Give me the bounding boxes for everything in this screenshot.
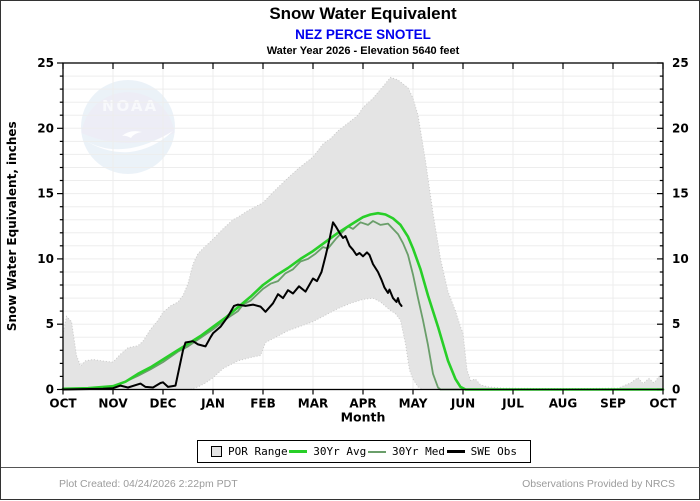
station-name: NEZ PERCE SNOTEL <box>295 27 431 42</box>
legend-label: 30Yr Avg <box>313 445 367 458</box>
y-tick-label-right: 15 <box>672 187 689 201</box>
page-title: Snow Water Equivalent <box>269 4 457 23</box>
y-tick-labels: 0 0 5 5 10 10 15 15 20 20 25 25 <box>37 56 688 397</box>
svg-text:NOAA: NOAA <box>102 97 158 115</box>
legend-swatch-line <box>289 450 308 453</box>
axis-ticks <box>57 62 664 395</box>
x-tick-label: OCT <box>649 397 677 411</box>
y-tick-label-left: 10 <box>37 252 54 266</box>
y-tick-label-right: 0 <box>672 383 680 397</box>
legend-label: POR Range <box>228 445 288 458</box>
x-tick-label: MAY <box>399 397 428 411</box>
footer-bar: Plot Created: 04/24/2026 2:22pm PDT Obse… <box>1 467 700 500</box>
x-tick-label: JUN <box>450 397 475 411</box>
y-tick-label-left: 15 <box>37 187 54 201</box>
y-tick-label-right: 25 <box>672 56 689 70</box>
water-year-subtitle: Water Year 2026 - Elevation 5640 feet <box>266 45 460 57</box>
x-tick-label: MAR <box>298 397 328 411</box>
x-tick-label: SEP <box>600 397 626 411</box>
x-tick-label: APR <box>349 397 376 411</box>
legend-swatch-line <box>367 450 386 453</box>
legend-label: SWE Obs <box>470 445 517 458</box>
por-range-band <box>62 76 664 390</box>
plot-created-text: Plot Created: 04/24/2026 2:22pm PDT <box>59 478 238 490</box>
legend-item-30yr-med: 30Yr Med <box>367 445 445 458</box>
x-tick-label: OCT <box>49 397 77 411</box>
noaa-logo-watermark: NOAA <box>81 80 175 174</box>
x-tick-labels: OCT NOV DEC JAN FEB MAR APR MAY JUN JUL AUG SEP OCT <box>49 397 677 411</box>
y-tick-label-left: 0 <box>46 383 54 397</box>
x-tick-label: JUL <box>501 397 524 411</box>
legend-swatch-box <box>211 446 222 457</box>
y-tick-label-left: 25 <box>37 56 54 70</box>
y-axis-title: Snow Water Equivalent, inches <box>5 121 19 331</box>
x-tick-label: FEB <box>250 397 276 411</box>
x-tick-label: AUG <box>549 397 578 411</box>
legend-box: POR Range 30Yr Avg 30Yr Med SWE Obs <box>197 440 531 463</box>
y-tick-label-right: 5 <box>672 317 680 331</box>
y-tick-label-right: 10 <box>672 252 689 266</box>
x-tick-label: NOV <box>98 397 128 411</box>
y-tick-label-right: 20 <box>672 121 689 135</box>
x-tick-label: DEC <box>150 397 177 411</box>
legend-item-por-range: POR Range <box>211 445 288 458</box>
y-tick-label-left: 5 <box>46 317 54 331</box>
legend-item-30yr-avg: 30Yr Avg <box>289 445 366 458</box>
series-line-30yr-avg <box>61 211 665 391</box>
x-axis-title: Month <box>341 410 386 425</box>
series-line-swe-obs <box>62 221 403 391</box>
legend-swatch-line <box>446 450 465 453</box>
title-block: Snow Water Equivalent NEZ PERCE SNOTEL W… <box>63 4 663 57</box>
x-tick-label: JAN <box>200 397 225 411</box>
observations-credit-text: Observations Provided by NRCS <box>522 478 675 490</box>
y-tick-label-left: 20 <box>37 121 54 135</box>
legend-label: 30Yr Med <box>391 445 445 458</box>
legend-item-swe-obs: SWE Obs <box>446 445 517 458</box>
